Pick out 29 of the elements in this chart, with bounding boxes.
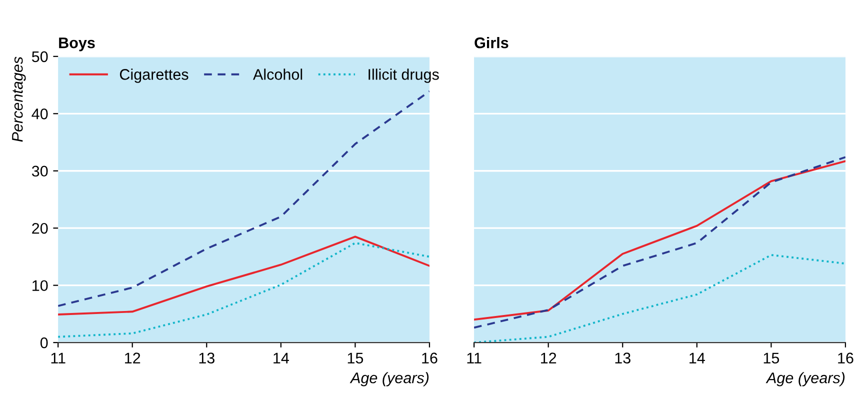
legend-label: Alcohol: [253, 68, 302, 80]
x-tick-label: 16: [838, 352, 854, 364]
x-tick-label: 15: [348, 352, 364, 364]
x-tick-label: 13: [199, 352, 214, 364]
x-tick-label: 14: [690, 352, 705, 364]
chart-title: Boys: [59, 38, 95, 52]
y-tick-label: 10: [32, 280, 48, 292]
legend-label: Illicit drugs: [368, 68, 439, 83]
line-series: [58, 236, 430, 316]
y-tick-label: 50: [32, 51, 48, 62]
x-tick-label: 13: [615, 352, 630, 364]
y-axis-title: Percentages: [12, 56, 26, 142]
line-series: [58, 90, 430, 307]
y-tick-label: 40: [32, 108, 48, 120]
x-axis-title: Age (years): [766, 372, 845, 386]
x-tick-label: 12: [541, 352, 556, 364]
y-tick-label: 0: [40, 337, 48, 348]
legend-label: Cigarettes: [120, 68, 188, 83]
x-tick-label: 11: [51, 352, 66, 364]
line-series: [58, 242, 430, 338]
x-tick-label: 14: [274, 352, 289, 364]
y-tick-label: 20: [32, 222, 48, 234]
x-axis-title: Age (years): [350, 372, 429, 386]
x-tick-label: 16: [422, 352, 438, 364]
x-tick-label: 15: [764, 352, 780, 364]
x-tick-label: 11: [467, 352, 482, 364]
chart-title: Girls: [474, 37, 508, 48]
x-tick-label: 12: [125, 352, 140, 364]
y-tick-label: 30: [32, 166, 48, 177]
